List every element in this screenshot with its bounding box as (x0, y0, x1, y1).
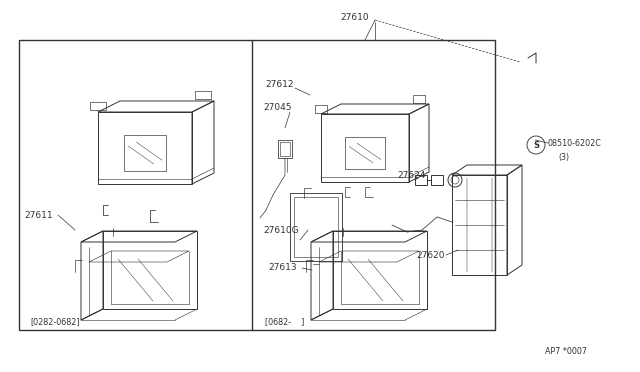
Text: 27620: 27620 (416, 250, 445, 260)
Text: 08510-6202C: 08510-6202C (548, 138, 602, 148)
Text: S: S (533, 141, 539, 150)
Text: (3): (3) (558, 153, 569, 161)
Bar (280, 142, 290, 156)
Text: 27611: 27611 (24, 211, 52, 219)
Bar (431, 175, 443, 185)
Text: [0682-    ]: [0682- ] (265, 317, 305, 327)
Text: 27045: 27045 (263, 103, 291, 112)
Bar (415, 175, 427, 185)
Bar (294, 197, 338, 257)
Text: 27613: 27613 (268, 263, 296, 273)
Bar (278, 140, 292, 158)
Text: 27610G: 27610G (263, 225, 299, 234)
Bar (290, 193, 342, 261)
Text: 27610: 27610 (340, 13, 369, 22)
Text: AP7 *0007: AP7 *0007 (545, 347, 587, 356)
Text: 27624: 27624 (397, 170, 426, 180)
Bar (19, 40, 495, 330)
Bar (452, 175, 507, 275)
Text: [0282-0682]: [0282-0682] (30, 317, 79, 327)
Text: 27612: 27612 (265, 80, 294, 89)
